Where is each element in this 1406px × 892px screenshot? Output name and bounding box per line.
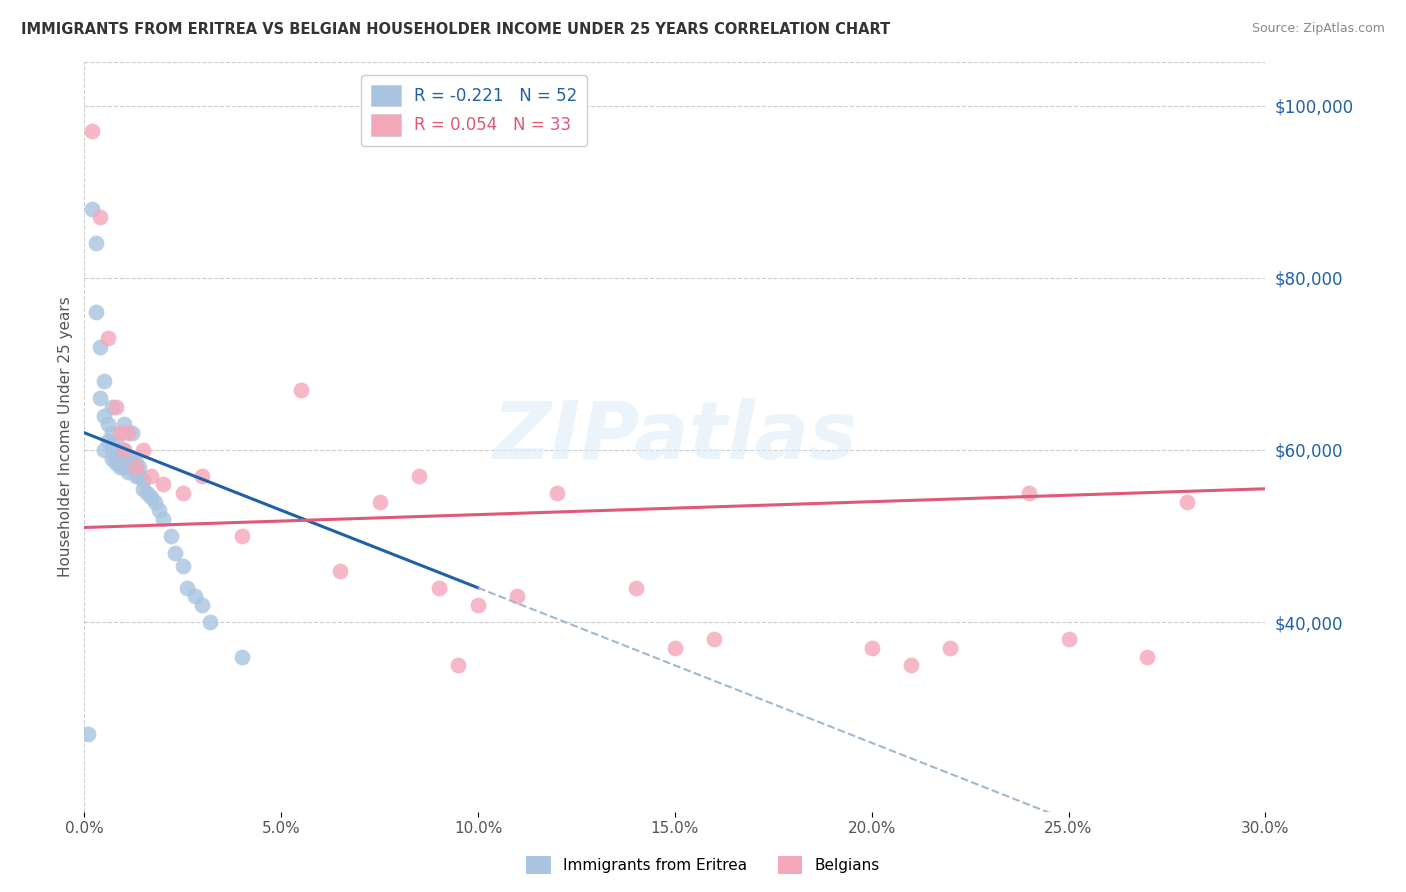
Point [101,400,124,414]
Point [160,529,183,543]
Point [112,442,135,457]
Point [112,442,135,457]
Point [124,460,146,475]
Legend: Immigrants from Eritrea, Belgians: Immigrants from Eritrea, Belgians [520,850,886,880]
Point [128,468,150,483]
Point [101,451,124,466]
Point [152,477,174,491]
Point [84,236,107,251]
Point [104,400,127,414]
Point [89,340,111,354]
Point [546,486,568,500]
Point [108,442,131,457]
Point [82,202,104,216]
Point [121,451,143,466]
Legend: R = -0.221   N = 52, R = 0.054   N = 33: R = -0.221 N = 52, R = 0.054 N = 33 [361,75,588,145]
Point [104,434,127,449]
Point [1057,632,1080,647]
Point [1175,494,1198,508]
Point [860,641,883,656]
Point [112,460,135,475]
Point [132,473,155,487]
Point [101,425,124,440]
Point [124,456,146,470]
Point [121,425,143,440]
Point [183,590,205,604]
Point [176,581,198,595]
Point [132,482,155,496]
Point [112,451,135,466]
Point [117,425,139,440]
Point [191,598,214,612]
Point [191,468,214,483]
Point [141,468,163,483]
Point [112,417,135,432]
Point [97,331,120,345]
Point [77,727,100,741]
Point [117,460,139,475]
Point [163,546,186,560]
Point [89,392,111,406]
Point [624,581,647,595]
Point [108,451,131,466]
Point [231,649,253,664]
Point [97,417,120,432]
Point [108,425,131,440]
Point [121,460,143,475]
Point [200,615,222,630]
Point [82,124,104,138]
Text: ZIPatlas: ZIPatlas [492,398,858,476]
Point [467,598,489,612]
Point [104,442,127,457]
Point [939,641,962,656]
Point [108,460,131,475]
Point [93,409,115,423]
Point [132,442,155,457]
Point [290,383,312,397]
Point [108,447,131,461]
Point [124,468,146,483]
Point [101,442,124,457]
Point [231,529,253,543]
Point [1018,486,1040,500]
Point [329,564,352,578]
Point [136,486,159,500]
Point [117,465,139,479]
Point [143,494,166,508]
Point [427,581,450,595]
Text: IMMIGRANTS FROM ERITREA VS BELGIAN HOUSEHOLDER INCOME UNDER 25 YEARS CORRELATION: IMMIGRANTS FROM ERITREA VS BELGIAN HOUSE… [21,22,890,37]
Point [664,641,686,656]
Point [128,460,150,475]
Point [152,512,174,526]
Point [84,305,107,319]
Point [1136,649,1159,664]
Point [148,503,170,517]
Point [447,658,470,673]
Point [141,491,163,505]
Point [408,468,430,483]
Point [703,632,725,647]
Point [368,494,391,508]
Point [900,658,922,673]
Point [93,442,115,457]
Point [506,590,529,604]
Point [104,456,127,470]
Point [172,559,194,574]
Point [97,434,120,449]
Point [172,486,194,500]
Text: Source: ZipAtlas.com: Source: ZipAtlas.com [1251,22,1385,36]
Point [117,451,139,466]
Point [104,451,127,466]
Y-axis label: Householder Income Under 25 years: Householder Income Under 25 years [58,297,73,577]
Point [89,211,111,225]
Point [93,374,115,388]
